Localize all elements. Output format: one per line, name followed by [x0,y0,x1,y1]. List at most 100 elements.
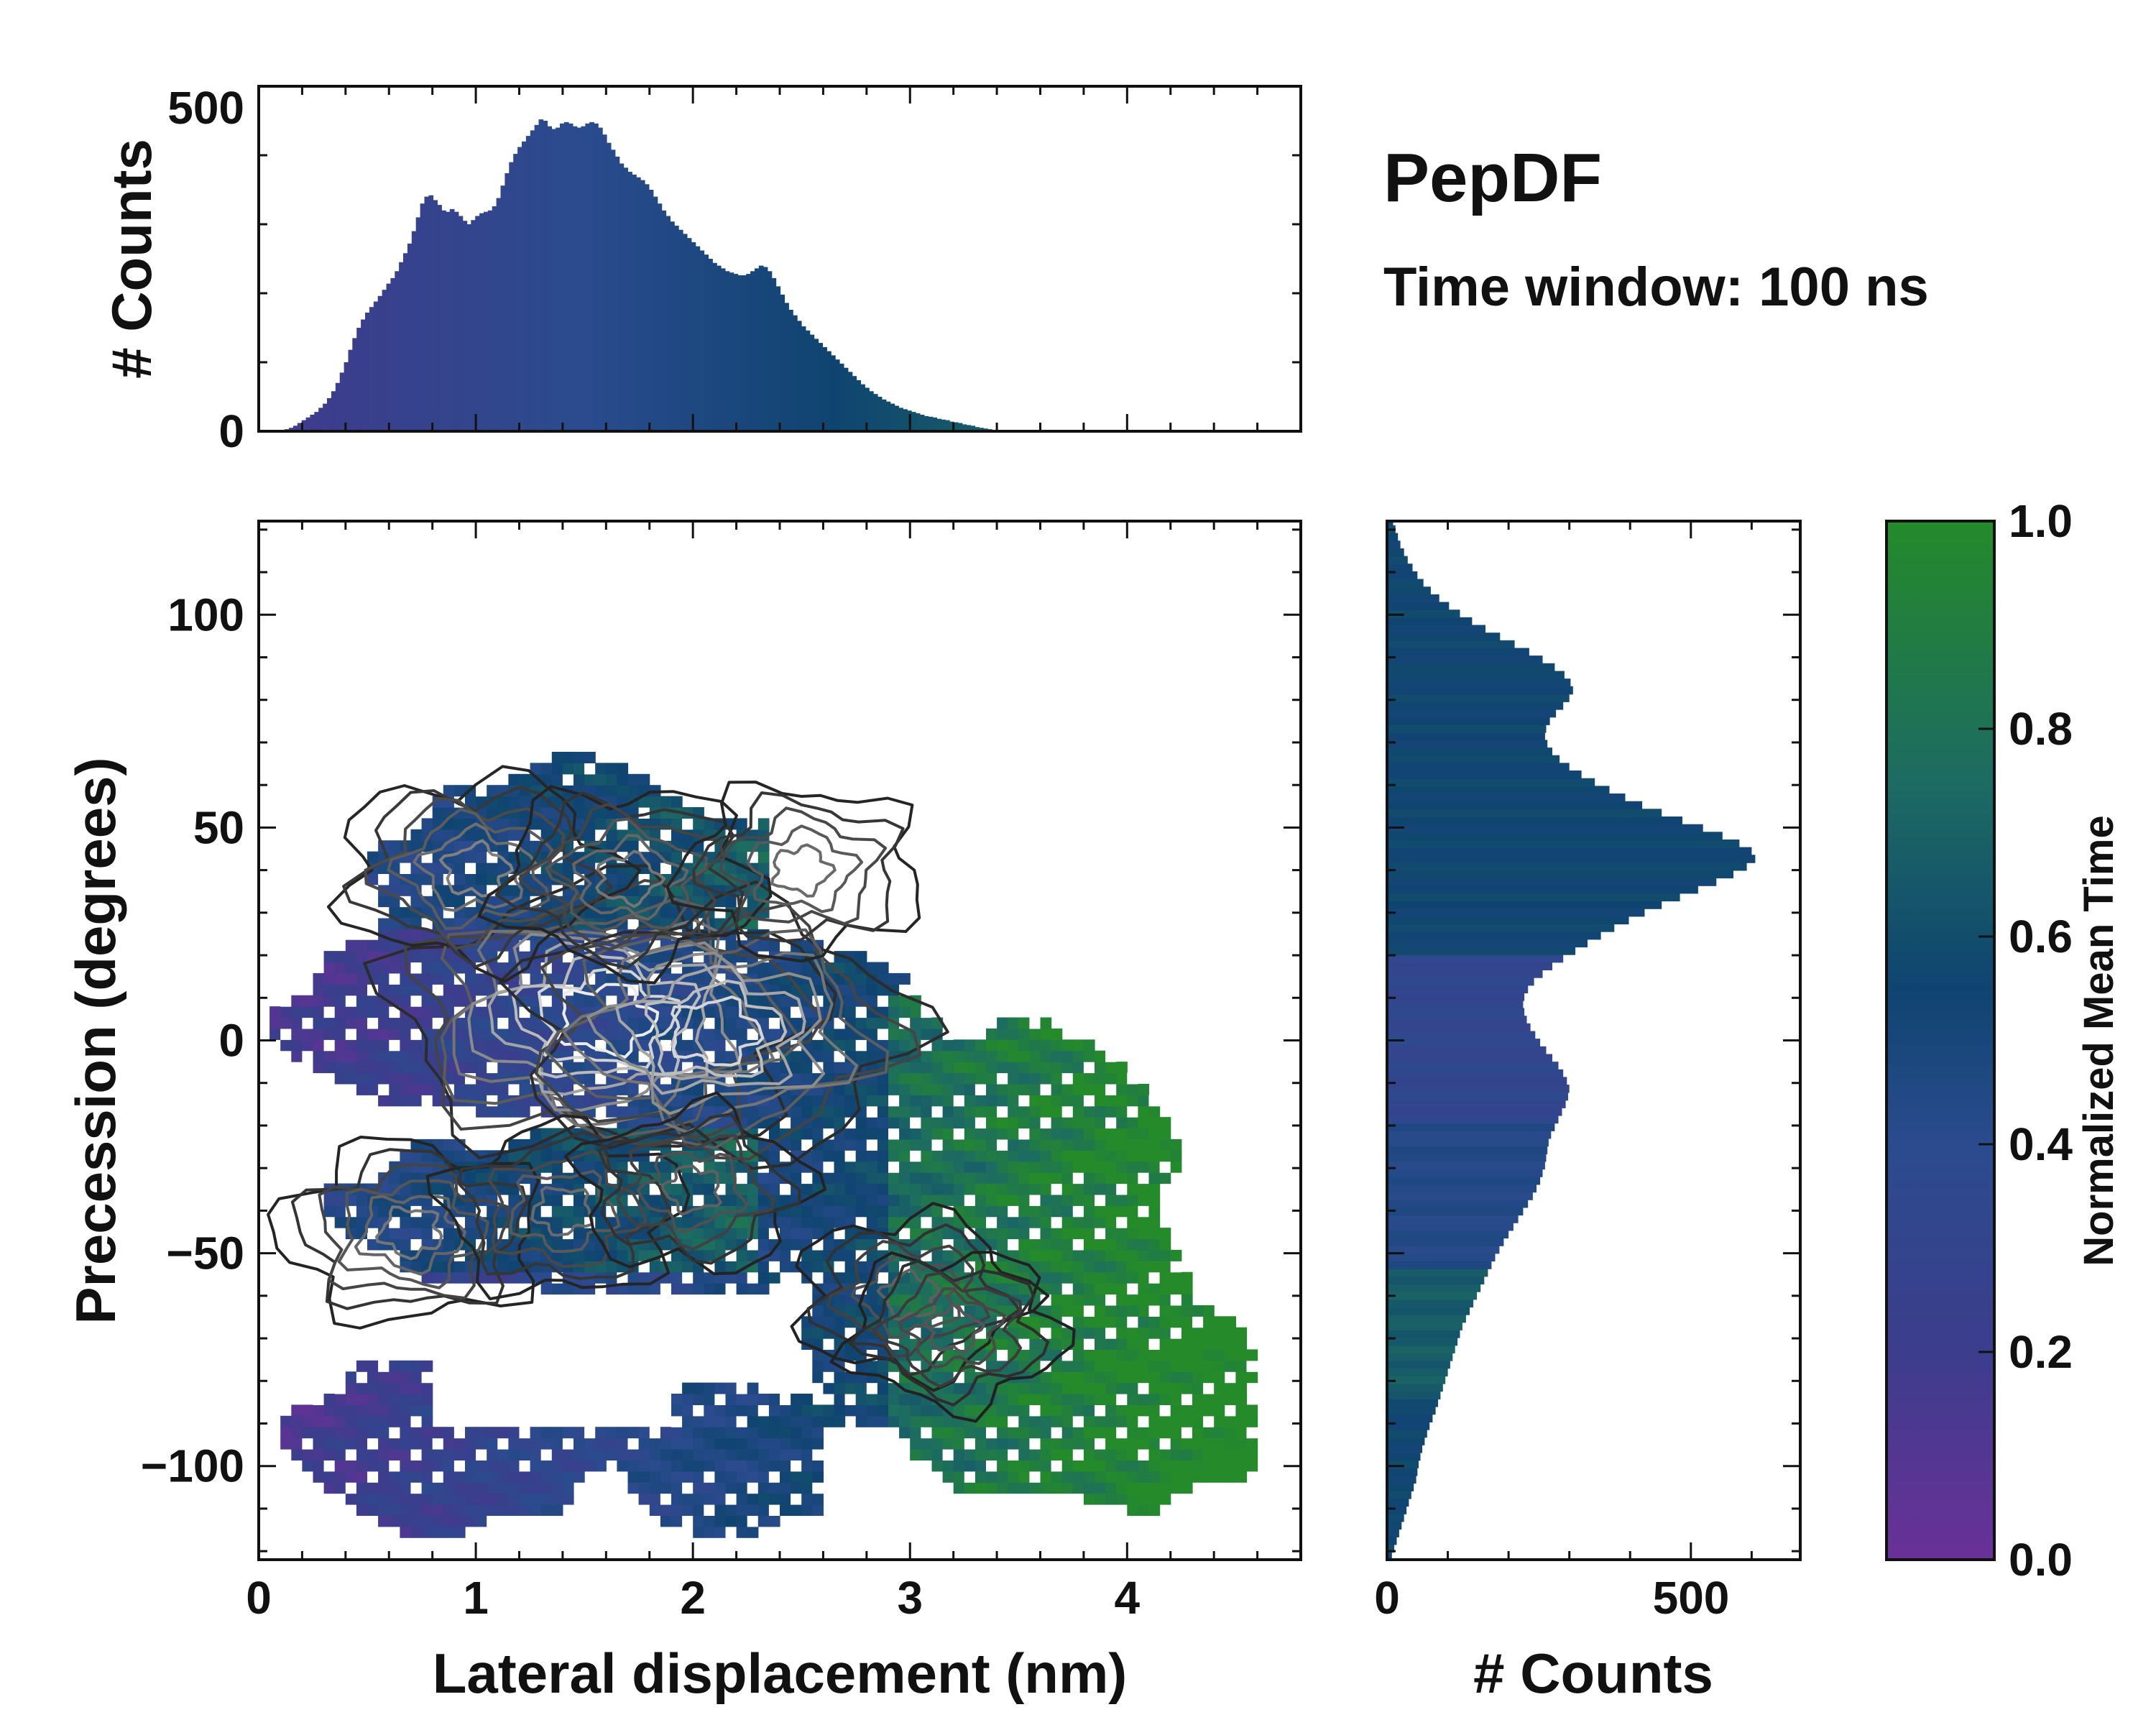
heatmap-cell [356,1404,368,1417]
heatmap-cell [736,1216,748,1228]
heatmap-cell [1061,1415,1074,1427]
heatmap-cell [1192,1471,1204,1483]
heatmap-cell [725,1438,737,1450]
heatmap-cell [638,1482,650,1494]
heatmap-cell [823,1072,835,1085]
heatmap-cell [725,1017,737,1029]
heatmap-cell [389,1382,400,1394]
heatmap-cell [313,1017,325,1029]
top-histogram-bar [911,412,916,431]
heatmap-cell [443,1471,455,1483]
heatmap-cell [1138,1316,1150,1328]
heatmap-cell [443,1515,455,1527]
top-histogram-bar [479,213,484,431]
density-contour [457,1131,672,1280]
heatmap-cell [964,1138,976,1151]
heatmap-cell [421,1504,433,1516]
heatmap-cell [714,906,727,919]
density-contour [545,817,708,933]
top-histogram-bars [280,119,997,431]
heatmap-cell [768,1062,780,1074]
heatmap-cell [453,873,466,886]
heatmap-cell [986,1039,998,1052]
heatmap-cell [497,995,509,1007]
heatmap-cell [1127,1394,1138,1405]
heatmap-cell [704,1394,715,1405]
heatmap-cell [389,1006,400,1018]
heatmap-cell [1116,1194,1128,1206]
heatmap-cell [334,1449,346,1460]
heatmap-cell [844,1006,857,1018]
heatmap-cell [410,1382,423,1394]
heatmap-cell [997,1471,1008,1483]
heatmap-cell [714,1238,727,1251]
heatmap-cell [573,1062,585,1074]
heatmap-cell [812,1128,824,1140]
top-histogram-bar [339,372,345,431]
heatmap-cell [801,1438,813,1450]
heatmap-cell [1095,1371,1106,1384]
heatmap-cell [812,1271,824,1284]
heatmap-cell [1040,1394,1052,1405]
right-histogram-bar [1387,1154,1547,1162]
right-histogram-bar [1387,1077,1567,1085]
heatmap-cell [1148,1105,1161,1118]
heatmap-cell [1029,1128,1041,1140]
heatmap-cell [291,1427,303,1439]
heatmap-cell [508,1438,520,1450]
heatmap-cell [497,1172,509,1184]
heatmap-cell [1159,1150,1171,1162]
heatmap-cell [378,1415,390,1427]
heatmap-cell [1159,1117,1171,1129]
heatmap-cell [1061,1072,1074,1085]
heatmap-cell [1018,1438,1030,1450]
heatmap-cell [931,1117,944,1129]
top-histogram-bar [327,397,332,431]
heatmap-cell [942,1128,954,1140]
heatmap-cell [964,1150,976,1162]
heatmap-cell [660,1283,672,1295]
heatmap-cell [910,1062,921,1074]
heatmap-cell [823,1205,835,1218]
heatmap-cell [877,1072,889,1085]
heatmap-cell [410,1228,423,1240]
heatmap-cell [714,1482,727,1494]
heatmap-cell [1083,1271,1095,1284]
heatmap-cell [389,1504,400,1516]
heatmap-cell [334,1028,346,1040]
heatmap-cell [1138,1394,1150,1405]
heatmap-cell [562,1249,574,1261]
heatmap-cell [1061,1460,1074,1472]
heatmap-cell [334,1205,346,1218]
heatmap-cell [823,1183,835,1195]
heatmap-cell [844,1349,857,1361]
heatmap-cell [736,1017,748,1029]
heatmap-cell [877,1271,889,1284]
heatmap-cell [801,1261,813,1273]
top-histogram-bar [801,326,806,431]
heatmap-cell [801,962,813,974]
heatmap-cell [519,1017,531,1029]
heatmap-cell [508,818,520,830]
heatmap-cell [562,1438,574,1450]
density-contour [467,932,742,1112]
density-contour [556,983,660,1059]
heatmap-cell [421,818,433,830]
heatmap-cell [866,1205,878,1218]
heatmap-cell [540,1493,553,1505]
heatmap-cell [421,1438,433,1450]
heatmap-cell [1159,1138,1171,1151]
heatmap-cell [1061,1062,1074,1074]
heatmap-cell [1083,1349,1095,1361]
heatmap-cell [476,1039,487,1052]
heatmap-cell [844,1017,857,1029]
heatmap-cell [1083,1138,1095,1151]
heatmap-cell [671,1283,683,1295]
heatmap-cell [1018,1216,1030,1228]
heatmap-cell [888,1415,900,1427]
heatmap-cell [573,763,585,775]
right-histogram-bar [1387,1429,1427,1438]
right-histogram-bar [1387,694,1570,702]
heatmap-cell [986,1194,998,1206]
top-ytick-label-500: 500 [167,82,244,134]
